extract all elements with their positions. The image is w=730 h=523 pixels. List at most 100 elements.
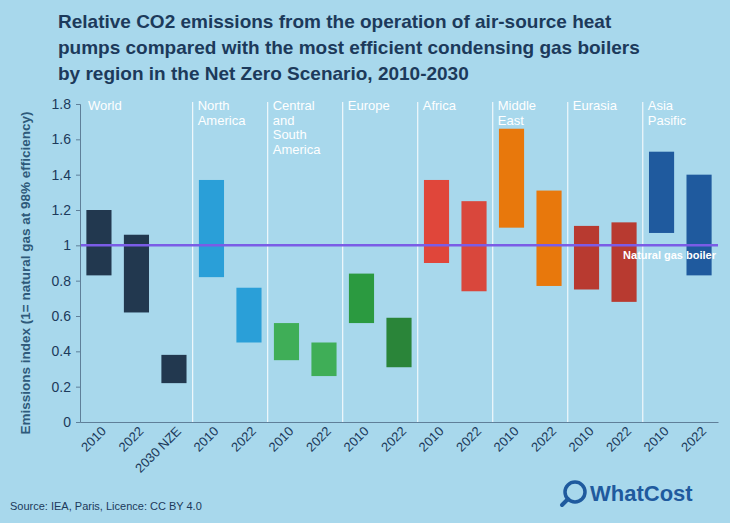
y-tick-label: 0.2 (52, 379, 72, 395)
source: Source: IEA, Paris, Licence: CC BY 4.0 (10, 500, 202, 512)
y-tick: 1.6 (52, 131, 80, 147)
x-tick: 2030 NZE (132, 423, 184, 475)
reference-label: Natural gas boiler (623, 249, 717, 261)
range-bar (386, 318, 411, 367)
x-tick-label: 2022 (116, 424, 147, 455)
reference-line (80, 244, 718, 247)
range-bar (86, 210, 111, 275)
x-axis-line (81, 422, 719, 423)
x-tick: 2010 (566, 424, 597, 455)
chart: Relative CO2 emissions from the operatio… (0, 0, 730, 523)
x-tick-label: 2010 (566, 424, 597, 455)
y-tick: 0 (63, 414, 80, 430)
x-tick-label: 2010 (341, 424, 372, 455)
x-tick-label: 2022 (603, 424, 634, 455)
y-axis-line (76, 105, 81, 423)
y-tick: 1.2 (52, 202, 80, 218)
y-tick-label: 0 (63, 414, 71, 430)
region-separator (642, 102, 643, 422)
y-tick-mark (76, 175, 80, 176)
x-tick: 2010 (641, 424, 672, 455)
x-tick: 2022 (453, 424, 484, 455)
range-bar (161, 355, 186, 383)
y-tick-label: 1.8 (52, 96, 72, 112)
range-bar (274, 323, 299, 360)
region-separator (342, 102, 343, 422)
x-tick: 2022 (603, 424, 634, 455)
y-tick-mark (76, 210, 80, 211)
x-tick: 2022 (378, 424, 409, 455)
region-label: Eurasia (573, 98, 618, 113)
x-tick-label: 2022 (453, 424, 484, 455)
y-tick-label: 1 (63, 237, 71, 253)
y-tick: 1.4 (52, 167, 80, 183)
y-tick-label: 0.8 (52, 273, 72, 289)
y-tick: 0.4 (52, 343, 80, 359)
x-tick-label: 2010 (78, 424, 109, 455)
x-tick-label: 2022 (303, 424, 334, 455)
x-tick: 2022 (528, 424, 559, 455)
y-tick-mark (76, 351, 80, 352)
x-tick: 2010 (191, 424, 222, 455)
range-bar (611, 222, 636, 302)
region-separator (267, 102, 268, 422)
x-tick: 2022 (678, 424, 709, 455)
x-tick-label: 2022 (378, 424, 409, 455)
x-tick-label: 2010 (416, 424, 447, 455)
y-axis: 0 0.2 0.4 0.6 0.8 1 1.2 1.4 1.6 1.8 (52, 96, 81, 430)
y-tick-mark (76, 139, 80, 140)
region-label: NorthAmerica (198, 98, 246, 128)
region-label: MiddleEast (498, 98, 536, 128)
range-bar (574, 226, 599, 290)
x-tick: 2022 (303, 424, 334, 455)
x-tick-label: 2010 (191, 424, 222, 455)
y-tick: 0.8 (52, 273, 80, 289)
y-tick-label: 0.4 (52, 343, 72, 359)
x-tick: 2022 (228, 424, 259, 455)
x-tick-label: 2010 (491, 424, 522, 455)
range-bar (536, 191, 561, 286)
region-label: AsiaPasific (648, 98, 687, 128)
range-bar (349, 274, 374, 323)
x-tick-label: 2022 (228, 424, 259, 455)
y-tick-mark (76, 104, 80, 105)
y-tick: 1 (63, 237, 80, 253)
region-label: Europe (348, 98, 390, 113)
y-tick-mark (76, 316, 80, 317)
range-bar (499, 129, 524, 228)
x-axis: 201020222030 NZE201020222010202220102022… (78, 423, 718, 476)
range-bar (649, 152, 674, 233)
x-tick: 2010 (266, 424, 297, 455)
logo: WhatCost (562, 481, 693, 506)
y-tick-label: 1.4 (52, 167, 72, 183)
x-tick: 2010 (341, 424, 372, 455)
y-tick-mark (76, 245, 80, 246)
x-tick-label: 2030 NZE (132, 423, 184, 475)
plot-area (80, 129, 718, 383)
region-separator (192, 102, 193, 422)
y-axis-title: Emissions index (1= natural gas at 98% e… (18, 112, 33, 435)
logo-text: WhatCost (590, 481, 693, 506)
y-tick-mark (76, 387, 80, 388)
y-tick-mark (76, 422, 80, 423)
range-bar (236, 288, 261, 343)
range-bar (199, 180, 224, 277)
y-tick: 1.8 (52, 96, 80, 112)
y-tick-mark (76, 281, 80, 282)
y-tick-label: 0.6 (52, 308, 72, 324)
background (0, 0, 730, 523)
y-tick-label: 1.6 (52, 131, 72, 147)
range-bar (311, 343, 336, 377)
region-separator (417, 102, 418, 422)
x-tick-label: 2010 (641, 424, 672, 455)
y-tick-label: 1.2 (52, 202, 72, 218)
logo-icon (562, 499, 568, 505)
x-tick: 2010 (416, 424, 447, 455)
x-tick-label: 2022 (528, 424, 559, 455)
y-tick: 0.6 (52, 308, 80, 324)
x-tick: 2010 (78, 424, 109, 455)
region-separator (567, 102, 568, 422)
region-label: Africa (423, 98, 457, 113)
x-tick-label: 2022 (678, 424, 709, 455)
region-label: CentralandSouthAmerica (273, 98, 321, 157)
